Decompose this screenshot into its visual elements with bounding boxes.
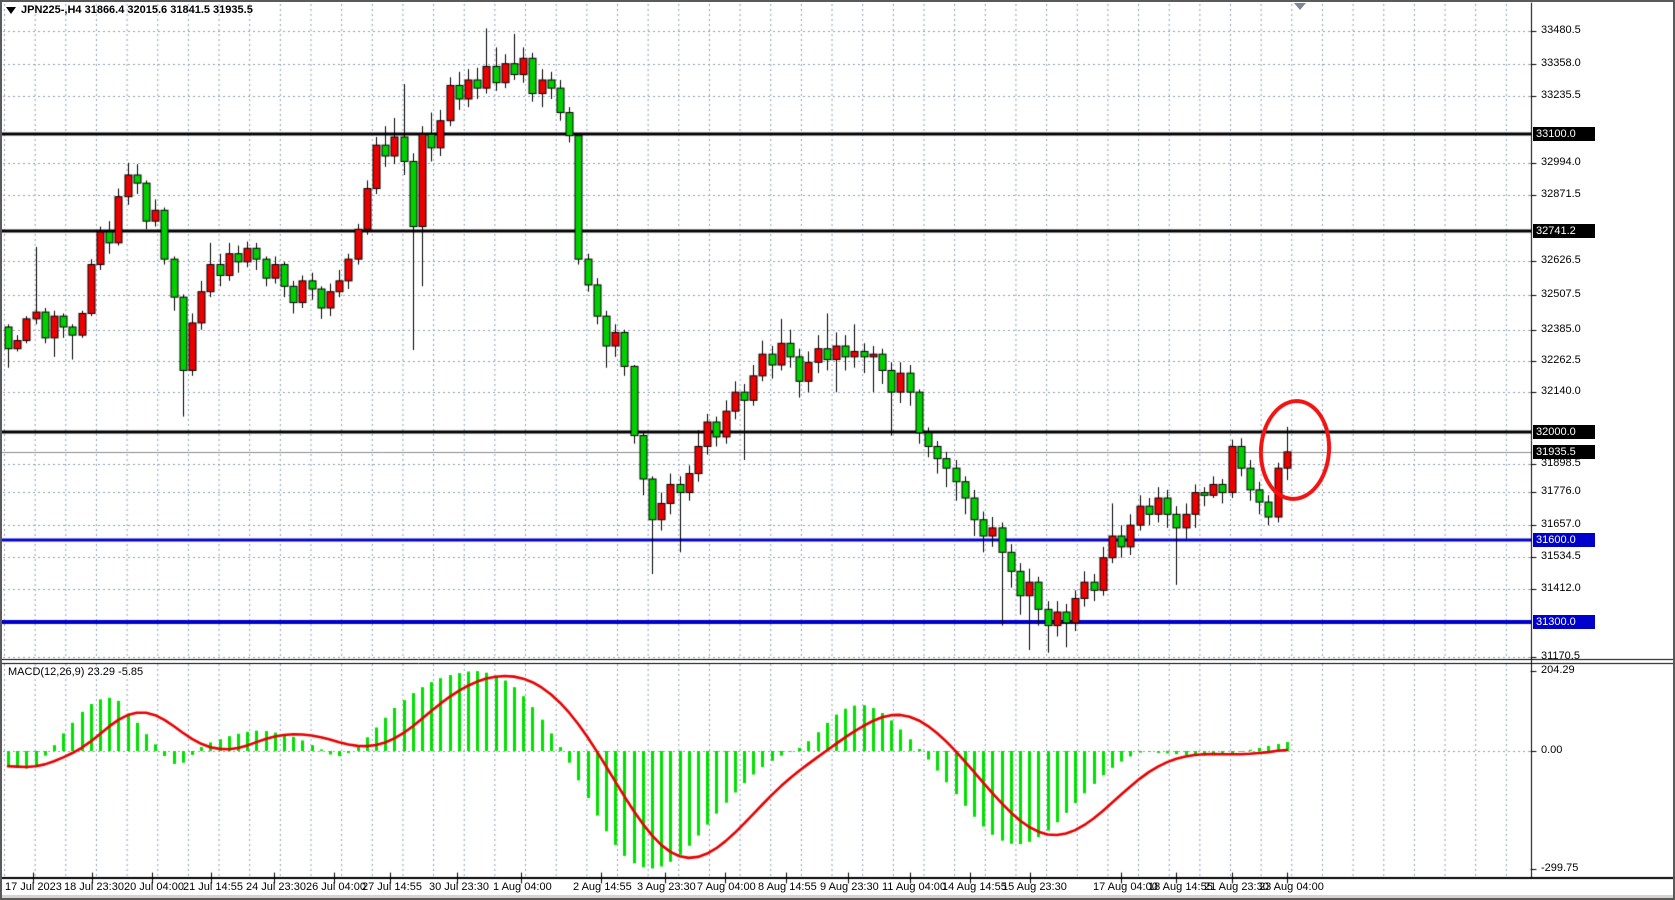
- price-tick-label: 33358.0: [1541, 57, 1581, 69]
- price-tick-label: 31776.0: [1541, 485, 1581, 497]
- price-tick-label: 31412.0: [1541, 582, 1581, 594]
- time-axis-label[interactable]: 8 Aug 14:55: [758, 881, 817, 893]
- time-axis-label[interactable]: 23 Aug 04:00: [1259, 881, 1324, 893]
- time-axis-label[interactable]: 9 Aug 23:30: [820, 881, 879, 893]
- macd-tick-label: -299.75: [1541, 862, 1579, 874]
- price-tick-label: 32871.5: [1541, 188, 1581, 200]
- time-axis-label[interactable]: 26 Jul 04:00: [306, 881, 366, 893]
- time-axis-label[interactable]: 15 Aug 23:30: [1002, 881, 1067, 893]
- macd-tick-label: 0.00: [1541, 744, 1563, 756]
- price-tick-label: 32507.5: [1541, 288, 1581, 300]
- symbol-ohlc-text: JPN225-,H4 31866.4 32015.6 31841.5 31935…: [21, 4, 253, 16]
- time-axis-label[interactable]: 3 Aug 23:30: [637, 881, 696, 893]
- chart-shift-marker-icon[interactable]: [1294, 3, 1306, 10]
- price-tick-label: 33480.5: [1541, 24, 1581, 36]
- price-badge: 31600.0: [1533, 533, 1595, 547]
- price-badge: 31300.0: [1533, 615, 1595, 629]
- time-axis-label[interactable]: 17 Aug 04:00: [1093, 881, 1158, 893]
- time-axis-label[interactable]: 7 Aug 04:00: [697, 881, 756, 893]
- time-axis-label[interactable]: 17 Jul 2023: [5, 881, 62, 893]
- symbol-dropdown-icon[interactable]: [6, 6, 16, 14]
- time-axis-label[interactable]: 1 Aug 04:00: [493, 881, 552, 893]
- price-tick-label: 33235.5: [1541, 89, 1581, 101]
- price-badge: 33100.0: [1533, 127, 1595, 141]
- time-axis-label[interactable]: 11 Aug 04:00: [882, 881, 947, 893]
- price-tick-label: 32385.0: [1541, 323, 1581, 335]
- price-tick-label: 31898.5: [1541, 457, 1581, 469]
- macd-indicator-label: MACD(12,26,9) 23.29 -5.85: [8, 666, 144, 678]
- price-tick-label: 32140.0: [1541, 385, 1581, 397]
- price-tick-label: 32262.5: [1541, 354, 1581, 366]
- time-axis-label[interactable]: 20 Jul 04:00: [124, 881, 184, 893]
- time-axis-label[interactable]: 21 Jul 14:55: [183, 881, 243, 893]
- time-axis-label[interactable]: 2 Aug 14:55: [573, 881, 632, 893]
- window-bottom-strip: [0, 895, 1675, 900]
- time-axis-label[interactable]: 30 Jul 23:30: [429, 881, 489, 893]
- time-axis-label[interactable]: 24 Jul 23:30: [246, 881, 306, 893]
- time-axis-label[interactable]: 21 Aug 23:30: [1204, 881, 1269, 893]
- price-tick-label: 32994.0: [1541, 156, 1581, 168]
- symbol-line: JPN225-,H4 31866.4 32015.6 31841.5 31935…: [6, 4, 253, 16]
- time-axis-label[interactable]: 18 Aug 14:55: [1148, 881, 1213, 893]
- price-badge: 32741.2: [1533, 224, 1595, 238]
- macd-tick-label: 204.29: [1541, 664, 1575, 676]
- time-axis-label[interactable]: 27 Jul 14:55: [362, 881, 422, 893]
- price-tick-label: 31170.5: [1541, 650, 1580, 662]
- price-tick-label: 31657.0: [1541, 518, 1581, 530]
- time-axis-label[interactable]: 14 Aug 14:55: [942, 881, 1007, 893]
- time-axis-label[interactable]: 18 Jul 23:30: [64, 881, 124, 893]
- price-tick-label: 32626.5: [1541, 254, 1581, 266]
- price-tick-label: 31534.5: [1541, 550, 1581, 562]
- price-badge: 31935.5: [1533, 445, 1595, 459]
- price-badge: 32000.0: [1533, 425, 1595, 439]
